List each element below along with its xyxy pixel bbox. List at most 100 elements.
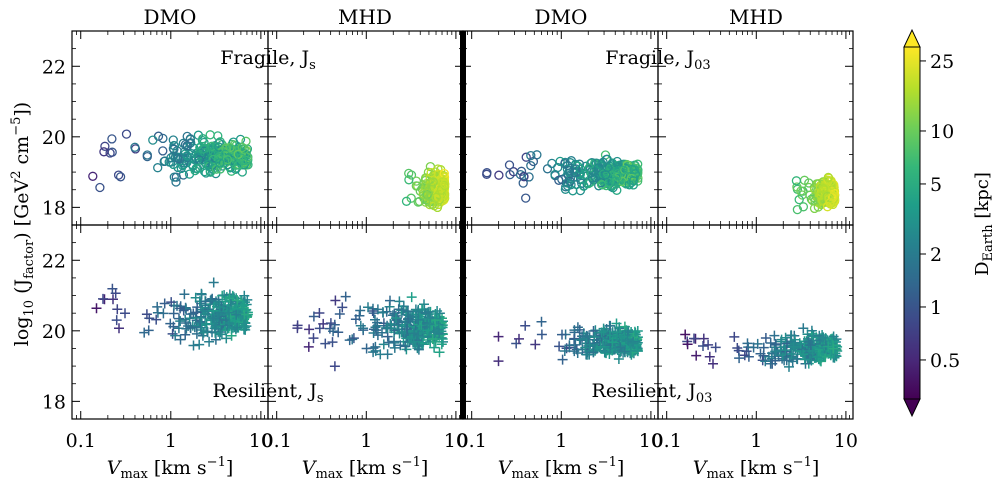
panel-points-2 xyxy=(401,161,450,213)
panel-points-1 xyxy=(88,129,253,193)
data-point xyxy=(404,168,414,179)
data-point xyxy=(391,313,401,323)
data-point xyxy=(769,348,780,359)
data-point xyxy=(698,333,709,344)
data-point xyxy=(611,318,622,329)
data-point xyxy=(334,309,345,319)
data-point xyxy=(201,168,211,178)
data-point xyxy=(191,307,202,318)
data-point xyxy=(107,134,117,144)
data-point xyxy=(205,130,215,140)
data-point xyxy=(325,318,336,329)
annotation-fragile-j03: Fragile, J03 xyxy=(605,47,710,73)
data-point xyxy=(569,325,580,336)
data-point xyxy=(765,338,776,348)
x-tick-label: 1 xyxy=(555,430,567,452)
data-point xyxy=(788,341,799,352)
panel-points-6 xyxy=(292,291,448,372)
data-point xyxy=(204,336,215,347)
data-point xyxy=(413,344,424,355)
data-point xyxy=(169,140,179,151)
column-title-dmo-1: DMO xyxy=(144,5,197,29)
data-point xyxy=(691,350,702,361)
data-point xyxy=(215,158,225,168)
data-point xyxy=(91,303,102,314)
data-point xyxy=(587,157,597,168)
data-point xyxy=(404,175,414,185)
data-point xyxy=(381,323,392,333)
data-point xyxy=(791,176,802,186)
data-point xyxy=(211,168,221,179)
data-point xyxy=(526,150,536,161)
data-point xyxy=(628,180,639,190)
data-point xyxy=(371,325,382,336)
data-point xyxy=(542,164,553,174)
data-point xyxy=(304,324,315,335)
data-point xyxy=(120,308,130,319)
panel-points-5 xyxy=(91,277,253,351)
data-point xyxy=(167,328,178,339)
data-point xyxy=(758,342,769,353)
data-point xyxy=(406,292,417,303)
data-point xyxy=(586,158,596,169)
data-point xyxy=(214,329,225,340)
data-point xyxy=(431,192,441,203)
data-point xyxy=(226,144,237,154)
data-point xyxy=(494,170,504,180)
data-point xyxy=(209,315,220,325)
data-point xyxy=(612,156,622,167)
data-point xyxy=(198,144,208,154)
frames-layer xyxy=(71,30,854,420)
data-point xyxy=(389,342,400,353)
data-point xyxy=(185,309,196,320)
data-point xyxy=(389,308,400,319)
data-point xyxy=(557,354,568,365)
data-point xyxy=(239,290,250,301)
data-point xyxy=(482,169,492,179)
data-point xyxy=(559,346,570,356)
data-point xyxy=(708,358,718,369)
data-point xyxy=(292,323,303,334)
data-point xyxy=(536,329,547,340)
data-point xyxy=(407,326,418,336)
data-point xyxy=(781,346,792,357)
data-point xyxy=(402,324,413,334)
data-point xyxy=(409,328,420,339)
data-point xyxy=(215,137,225,147)
data-point xyxy=(224,293,235,304)
data-point xyxy=(710,342,721,353)
data-point xyxy=(171,177,181,187)
data-point xyxy=(729,331,740,342)
data-point xyxy=(214,302,225,312)
data-point xyxy=(401,196,412,206)
data-point xyxy=(569,346,580,357)
data-point xyxy=(427,334,438,344)
data-point xyxy=(741,346,752,357)
data-point xyxy=(411,181,421,191)
data-point xyxy=(403,306,413,317)
data-point xyxy=(207,293,218,304)
annotation-fragile-js: Fragile, Js xyxy=(220,47,316,73)
data-point xyxy=(564,166,575,176)
data-point xyxy=(400,341,411,352)
data-point xyxy=(516,166,527,176)
data-point xyxy=(196,288,207,299)
data-point xyxy=(182,140,192,151)
data-point xyxy=(530,339,541,350)
data-point xyxy=(600,346,611,357)
data-point xyxy=(198,327,209,338)
data-point xyxy=(780,345,791,356)
data-point xyxy=(383,337,394,348)
data-point xyxy=(514,333,524,344)
data-point xyxy=(780,332,791,343)
data-point xyxy=(411,176,422,186)
data-point xyxy=(130,142,140,152)
data-point xyxy=(179,289,190,300)
x-tick-label: 1 xyxy=(165,430,177,452)
y-tick-label: 20 xyxy=(42,321,66,343)
data-point xyxy=(589,332,600,342)
data-point xyxy=(337,302,348,313)
data-point xyxy=(436,339,447,350)
data-point xyxy=(770,346,781,357)
